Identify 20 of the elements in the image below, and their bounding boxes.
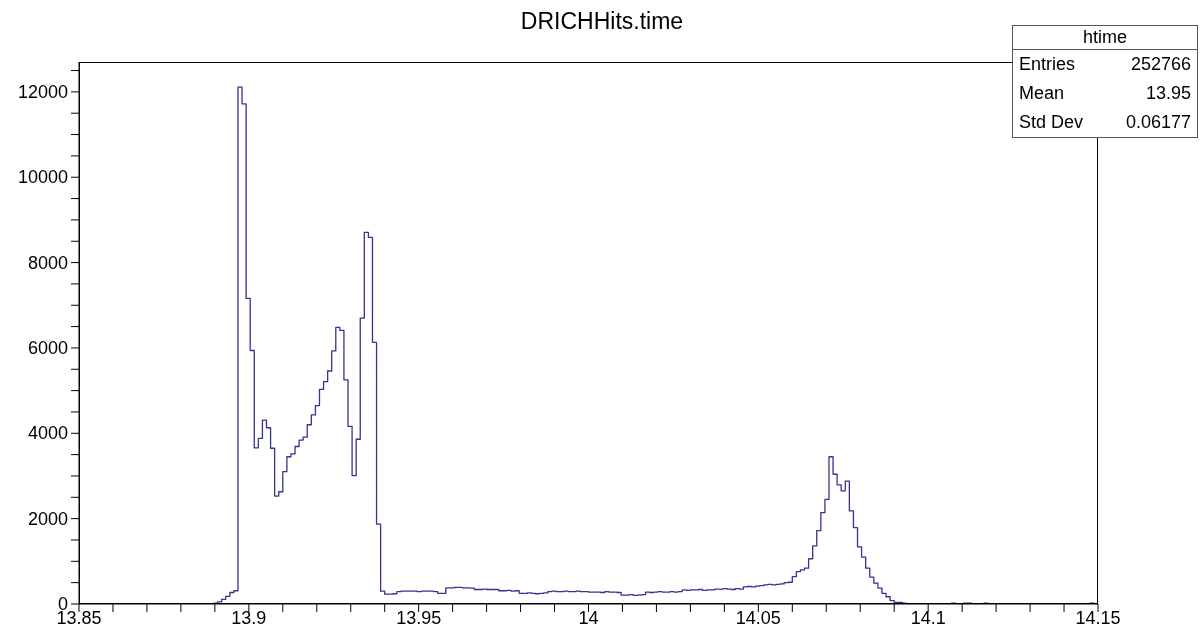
chart-title: DRICHHits.time — [520, 8, 684, 34]
y-tick-label: 8000 — [27, 252, 68, 273]
annotation: Mean — [1019, 82, 1065, 105]
x-tick-label: 14.15 — [1075, 608, 1121, 628]
text: 13.95 — [1145, 82, 1191, 105]
text: 252766 — [1130, 53, 1191, 76]
x-tick-label: 13.95 — [396, 608, 442, 628]
x-tick-label: 13.9 — [231, 608, 267, 628]
y-tick-label: 6000 — [27, 337, 68, 358]
annotation: Entries — [1019, 53, 1076, 76]
text: 0.06177 — [1125, 111, 1191, 134]
y-tick-label: 2000 — [27, 508, 68, 529]
y-tick-label: 10000 — [17, 167, 68, 188]
text: htime — [1013, 26, 1197, 50]
x-tick-label: 14 — [578, 608, 599, 628]
y-tick-label: 12000 — [17, 81, 68, 102]
x-tick-label: 14.05 — [735, 608, 781, 628]
x-tick-label: 14.1 — [910, 608, 946, 628]
annotation: Std Dev — [1019, 111, 1084, 134]
y-tick-label: 4000 — [27, 423, 68, 444]
